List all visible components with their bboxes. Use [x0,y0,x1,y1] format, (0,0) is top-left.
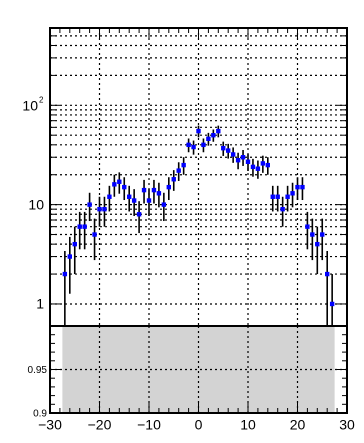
data-point [186,142,191,148]
data-point [320,232,325,237]
y-tick-label: 1 [36,296,44,312]
data-point [122,184,127,190]
data-point [201,142,206,148]
data-point [176,168,181,173]
y-tick-label: 10 [28,196,44,212]
data-point [290,191,295,196]
data-point [117,179,122,184]
data-point [151,187,157,193]
x-tick-label: −10 [137,417,161,433]
data-point [221,145,226,151]
data-point [102,206,107,212]
data-point [310,232,315,237]
y-tick-label: 10 [22,97,38,113]
y-tick-label-base: 10 [22,97,38,113]
x-tick-label: 0 [195,417,203,433]
data-point [245,159,251,164]
data-point [250,164,256,170]
data-point [67,254,72,259]
data-point [131,198,137,203]
data-point [191,144,196,150]
data-point [235,158,241,163]
data-point [127,194,132,199]
data-point [230,152,236,157]
data-point [265,162,270,168]
data-point [141,187,147,193]
ratio-y-tick-label: 0.95 [28,365,48,376]
y-tick-label-exponent: 2 [39,95,44,104]
data-point [156,191,162,196]
data-point [161,202,167,207]
data-point [315,241,320,247]
data-point [206,136,211,141]
data-point [270,194,275,199]
x-tick-label: 20 [290,417,306,433]
data-point [275,194,280,199]
data-point [62,271,68,277]
ratio-y-tick-label: 0.9 [33,409,47,420]
data-point [146,198,152,203]
data-point [112,182,117,187]
data-point [77,224,82,229]
data-point [72,241,77,247]
data-point [216,128,221,134]
data-point [226,148,231,153]
data-point [166,184,171,190]
data-point [107,194,112,199]
data-point [240,155,246,160]
ratio-y-tick-labels: 0.9 0.95 [28,365,48,420]
data-point [305,224,310,229]
data-point [260,161,266,166]
data-point [285,194,290,199]
data-point [295,184,300,190]
data-point [300,184,305,190]
data-point [136,212,142,217]
main-plot-ticks [49,27,348,305]
ratio-panel: 0.9 0.95 −30 −20 −10 0 10 20 30 [28,325,355,433]
data-point [82,224,87,229]
ratio-band [62,326,335,413]
x-axis-tick-labels: −30 −20 −10 0 10 20 30 [38,417,355,433]
data-point [87,202,92,207]
data-point [171,177,176,182]
ratio-ticks [49,325,348,414]
data-point [325,271,330,277]
data-point [280,206,285,212]
data-point [181,162,186,168]
data-point [97,206,102,212]
x-tick-label: −30 [38,417,62,433]
data-point [196,128,201,134]
data-points [62,128,335,307]
data-point [211,132,216,138]
x-tick-label: 30 [339,417,355,433]
x-tick-label: −20 [88,417,112,433]
x-tick-label: 10 [240,417,256,433]
data-point [92,232,97,237]
data-point [255,166,261,171]
data-point [329,301,335,307]
